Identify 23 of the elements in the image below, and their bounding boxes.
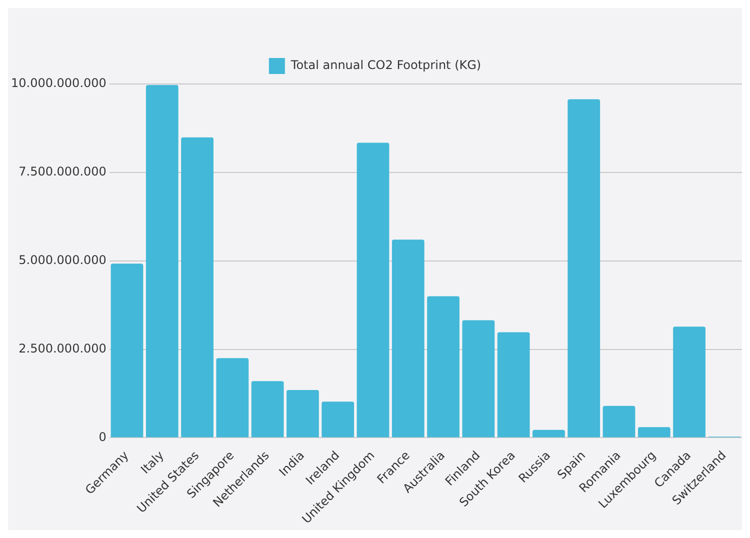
bar xyxy=(602,406,636,438)
bar xyxy=(532,430,565,438)
bar xyxy=(146,85,178,438)
y-tick-label: 0 xyxy=(98,430,106,444)
bar xyxy=(673,326,706,438)
y-tick-label: 10.000.000.000 xyxy=(10,76,106,90)
y-tick-label: 5.000.000.000 xyxy=(18,252,106,267)
bar xyxy=(110,264,144,438)
bar xyxy=(181,137,214,438)
bar xyxy=(356,142,390,438)
bar xyxy=(497,332,530,438)
bar xyxy=(251,381,284,438)
legend-label: Total annual CO2 Footprint (KG) xyxy=(290,58,482,72)
bar xyxy=(392,240,424,438)
bar xyxy=(427,296,460,438)
bar xyxy=(462,320,495,438)
y-tick-label: 7.500.000.000 xyxy=(18,164,106,179)
bar xyxy=(568,99,600,438)
bar xyxy=(286,390,319,438)
y-tick-label: 2.500.000.000 xyxy=(18,341,106,356)
bar xyxy=(322,402,354,438)
bar xyxy=(216,358,249,438)
bar xyxy=(638,427,670,438)
